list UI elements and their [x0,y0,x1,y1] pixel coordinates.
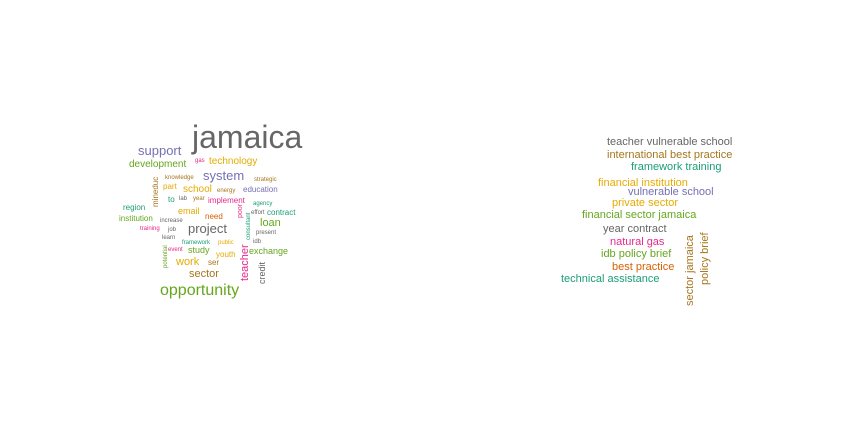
cloud-word: youth [216,250,236,259]
cloud-word: teacher vulnerable school [607,136,733,148]
cloud-word: agency [253,201,273,207]
cloud-word: poor [237,203,244,218]
cloud-word: education [243,185,278,194]
cloud-word: school [183,184,212,195]
cloud-word: technical assistance [561,273,660,285]
cloud-word: sector jamaica [684,235,696,306]
cloud-word: to [168,195,175,204]
cloud-word: part [163,182,177,191]
cloud-word: increase [160,218,183,224]
cloud-word: study [188,245,210,255]
cloud-word: loan [260,217,281,229]
cloud-word: present [256,230,277,236]
cloud-word: effort [251,210,265,216]
cloud-word: job [168,227,177,233]
cloud-word: region [123,203,146,212]
cloud-word: support [138,143,182,158]
cloud-word: gas [195,158,205,164]
cloud-word: energy [217,188,236,194]
cloud-word: financial institution [598,177,688,189]
cloud-word: need [205,212,223,221]
cloud-word: teacher [239,244,251,281]
cloud-word: strategic [254,177,277,183]
cloud-word: institution [119,214,153,223]
cloud-word: sector [189,268,219,280]
cloud-word: mineduc [151,176,160,207]
cloud-word: project [188,221,228,236]
cloud-word: email [178,206,200,216]
cloud-word: year contract [603,223,667,235]
cloud-word: ser [208,258,220,267]
cloud-word: work [176,256,200,268]
cloud-word: lab [179,196,188,202]
cloud-word: technology [209,156,258,167]
cloud-word: opportunity [160,282,240,299]
cloud-word: event [168,247,183,253]
cloud-word: best practice [612,261,675,273]
unigram-cloud: jamaica support gas technology development sy… [119,119,303,299]
bigram-cloud: teacher vulnerable school international b… [432,0,864,432]
cloud-word: knowledge [165,175,194,181]
cloud-word: idb [253,239,262,245]
cloud-word: training [140,226,160,232]
cloud-word: system [203,168,245,183]
cloud-word: contract [267,208,296,217]
cloud-word: framework [182,240,211,246]
cloud-word: framework training [631,161,722,173]
cloud-word: public [218,240,234,246]
cloud-word: jamaica [192,119,303,155]
cloud-word: international best practice [607,149,733,161]
cloud-word: implement [208,196,245,205]
cloud-word: financial sector jamaica [582,209,697,221]
cloud-word: idb policy brief [601,248,672,260]
cloud-word: development [129,159,187,170]
cloud-word: year [193,196,205,202]
cloud-word: learn [162,235,176,241]
cloud-word: private sector [612,197,679,209]
cloud-word: natural gas [610,236,665,248]
cloud-word: policy brief [699,232,711,285]
cloud-word: exchange [249,246,289,256]
cloud-word: credit [257,261,267,284]
cloud-word: vulnerable school [628,186,714,198]
cloud-word: consultant [246,212,252,240]
